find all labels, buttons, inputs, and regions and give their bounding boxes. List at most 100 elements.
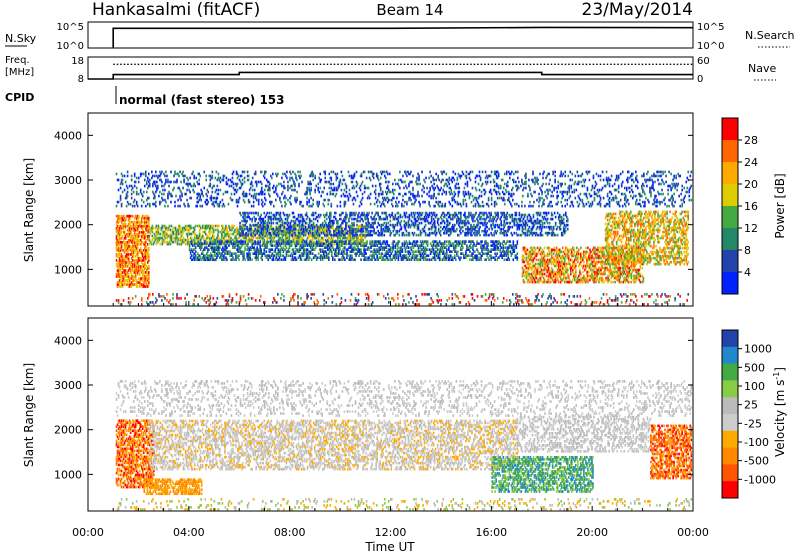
data-cell [268,256,271,260]
data-cell [335,192,338,196]
data-cell [623,192,626,196]
data-cell [471,194,474,198]
data-cell [487,204,490,208]
data-cell [140,198,143,202]
data-cell [434,240,437,243]
data-cell [568,186,571,190]
data-cell [136,255,139,258]
data-cell [415,198,417,202]
data-cell [248,252,250,255]
data-cell [372,176,375,180]
data-cell [135,269,138,272]
data-cell [132,222,135,226]
data-cell [151,228,154,232]
data-cell [117,245,120,248]
data-cell [125,240,128,244]
data-cell [206,224,209,228]
data-cell [205,234,208,238]
data-cell [351,226,353,230]
data-cell [119,228,122,232]
data-cell [179,194,181,198]
data-cell [440,186,443,190]
data-cell [593,186,596,190]
data-cell [150,226,153,230]
data-cell [158,238,161,242]
data-cell [413,254,416,258]
data-cell [221,232,223,236]
data-cell [147,172,150,176]
data-cell [480,254,482,258]
data-cell [119,263,122,266]
data-cell [232,244,234,247]
data-cell [425,176,427,180]
data-cell [482,188,485,192]
data-cell [128,232,131,236]
data-cell [226,190,229,194]
data-cell [447,258,450,262]
data-cell [405,256,408,260]
data-cell [380,254,383,258]
data-cell [432,240,435,243]
data-cell [485,202,488,206]
data-cell [416,244,419,247]
data-cell [225,180,228,184]
data-cell [137,277,140,280]
data-cell [312,202,314,206]
data-cell [397,246,400,249]
data-cell [134,245,137,248]
data-cell [615,188,618,192]
data-cell [460,174,463,178]
data-cell [141,273,144,276]
data-cell [419,250,422,253]
data-cell [146,249,149,252]
data-cell [135,283,138,286]
data-cell [432,196,434,200]
data-cell [137,220,140,224]
data-cell [133,174,136,178]
data-cell [128,281,131,284]
data-cell [197,182,200,186]
data-cell [312,248,315,251]
data-cell [636,174,638,178]
data-cell [404,250,407,253]
data-cell [337,254,339,258]
data-cell [469,244,471,247]
data-cell [228,238,230,242]
data-cell [175,194,177,198]
data-cell [357,246,359,249]
data-cell [160,200,162,204]
data-cell [596,194,599,198]
data-cell [643,204,645,208]
data-cell [507,190,510,194]
data-cell [254,196,257,200]
data-cell [317,236,320,240]
data-cell [411,254,414,258]
data-cell [235,234,237,238]
data-cell [527,192,529,196]
data-cell [315,240,318,243]
data-cell [131,259,134,262]
data-cell [191,230,194,234]
data-cell [662,180,664,184]
data-cell [157,240,160,244]
data-cell [453,244,455,247]
data-cell [326,228,329,232]
data-cell [145,180,148,184]
data-cell [342,234,344,238]
data-cell [496,176,499,180]
data-cell [548,172,550,176]
data-cell [323,228,326,232]
data-cell [127,285,130,288]
data-cell [444,246,447,249]
data-cell [568,196,571,200]
data-cell [274,244,277,247]
data-cell [336,252,338,255]
data-cell [213,230,215,234]
data-cell [136,226,139,230]
data-cell [302,252,305,255]
data-cell [433,182,435,186]
data-cell [345,190,348,194]
data-cell [482,252,484,255]
data-cell [117,267,120,270]
data-cell [319,254,322,258]
